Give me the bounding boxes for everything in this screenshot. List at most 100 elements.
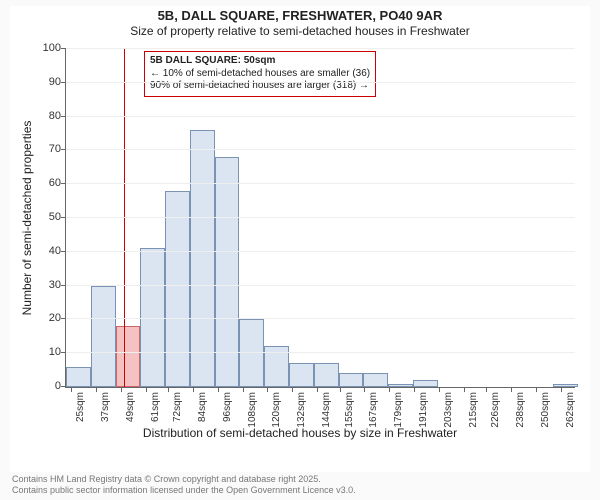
xtick-label: 167sqm [368, 392, 379, 428]
xtick-mark [364, 387, 365, 392]
ytick-mark [61, 285, 66, 286]
xtick-mark [511, 387, 512, 392]
histogram-bar [239, 319, 264, 387]
xtick-label: 120sqm [271, 392, 282, 428]
xtick-mark [389, 387, 390, 392]
ytick-label: 80 [31, 110, 61, 122]
xtick-mark [243, 387, 244, 392]
xtick-label: 61sqm [150, 392, 161, 422]
histogram-bar [116, 326, 141, 387]
footer-line2: Contains public sector information licen… [12, 485, 356, 496]
histogram-bar [190, 130, 215, 387]
xtick-mark [340, 387, 341, 392]
annotation-line1: ← 10% of semi-detached houses are smalle… [150, 68, 370, 81]
ytick-mark [61, 116, 66, 117]
x-axis-label: Distribution of semi-detached houses by … [10, 426, 590, 440]
histogram-bar [363, 373, 388, 387]
ytick-label: 60 [31, 177, 61, 189]
xtick-label: 49sqm [125, 392, 136, 422]
histogram-bar [91, 286, 116, 387]
xtick-label: 250sqm [540, 392, 551, 428]
xtick-label: 108sqm [247, 392, 258, 428]
histogram-bar [339, 373, 364, 387]
xtick-mark [486, 387, 487, 392]
xtick-label: 215sqm [468, 392, 479, 428]
xtick-mark [536, 387, 537, 392]
ytick-label: 30 [31, 279, 61, 291]
plot-area: 5B DALL SQUARE: 50sqm ← 10% of semi-deta… [65, 48, 575, 388]
xtick-mark [317, 387, 318, 392]
plot: 5B DALL SQUARE: 50sqm ← 10% of semi-deta… [65, 48, 575, 413]
xtick-label: 155sqm [344, 392, 355, 428]
gridline [66, 116, 575, 117]
ytick-mark [61, 386, 66, 387]
xtick-mark [193, 387, 194, 392]
gridline [66, 251, 575, 252]
xtick-mark [464, 387, 465, 392]
ytick-mark [61, 352, 66, 353]
gridline [66, 183, 575, 184]
xtick-label: 238sqm [515, 392, 526, 428]
footer-line1: Contains HM Land Registry data © Crown c… [12, 474, 356, 485]
xtick-label: 203sqm [443, 392, 454, 428]
gridline [66, 217, 575, 218]
ytick-label: 90 [31, 76, 61, 88]
xtick-label: 84sqm [197, 392, 208, 422]
xtick-mark [168, 387, 169, 392]
xtick-mark [414, 387, 415, 392]
ytick-mark [61, 149, 66, 150]
gridline [66, 318, 575, 319]
gridline [66, 149, 575, 150]
xtick-label: 179sqm [393, 392, 404, 428]
xtick-label: 37sqm [100, 392, 111, 422]
xtick-label: 144sqm [321, 392, 332, 428]
xtick-mark [146, 387, 147, 392]
annotation-title: 5B DALL SQUARE: 50sqm [150, 55, 370, 68]
gridline [66, 48, 575, 49]
xtick-label: 191sqm [418, 392, 429, 428]
ytick-label: 40 [31, 245, 61, 257]
xtick-label: 226sqm [490, 392, 501, 428]
histogram-bar [314, 363, 339, 387]
footer: Contains HM Land Registry data © Crown c… [12, 474, 356, 496]
xtick-label: 96sqm [222, 392, 233, 422]
ytick-mark [61, 251, 66, 252]
xtick-label: 262sqm [565, 392, 576, 428]
histogram-bar [413, 380, 438, 387]
chart-inner: 5B, DALL SQUARE, FRESHWATER, PO40 9AR Si… [10, 6, 590, 472]
xtick-mark [121, 387, 122, 392]
histogram-bar [66, 367, 91, 387]
xtick-mark [71, 387, 72, 392]
xtick-label: 132sqm [296, 392, 307, 428]
gridline [66, 82, 575, 83]
ytick-mark [61, 82, 66, 83]
ytick-label: 100 [31, 42, 61, 54]
xtick-mark [218, 387, 219, 392]
xtick-label: 25sqm [75, 392, 86, 422]
xtick-mark [439, 387, 440, 392]
ytick-label: 70 [31, 143, 61, 155]
histogram-bar [388, 384, 413, 387]
annotation-box: 5B DALL SQUARE: 50sqm ← 10% of semi-deta… [144, 51, 376, 97]
xtick-mark [561, 387, 562, 392]
ytick-label: 20 [31, 312, 61, 324]
ytick-mark [61, 217, 66, 218]
chart-title: 5B, DALL SQUARE, FRESHWATER, PO40 9AR [10, 6, 590, 24]
xtick-mark [292, 387, 293, 392]
histogram-bar [289, 363, 314, 387]
xtick-mark [267, 387, 268, 392]
gridline [66, 352, 575, 353]
histogram-bar [553, 384, 578, 387]
ytick-mark [61, 183, 66, 184]
chart-outer: 5B, DALL SQUARE, FRESHWATER, PO40 9AR Si… [0, 0, 600, 500]
xtick-mark [96, 387, 97, 392]
histogram-bar [165, 191, 190, 387]
gridline [66, 285, 575, 286]
ytick-mark [61, 48, 66, 49]
ytick-label: 50 [31, 211, 61, 223]
chart-subtitle: Size of property relative to semi-detach… [10, 24, 590, 39]
ytick-label: 0 [31, 380, 61, 392]
ytick-mark [61, 318, 66, 319]
ytick-label: 10 [31, 346, 61, 358]
xtick-label: 72sqm [172, 392, 183, 422]
